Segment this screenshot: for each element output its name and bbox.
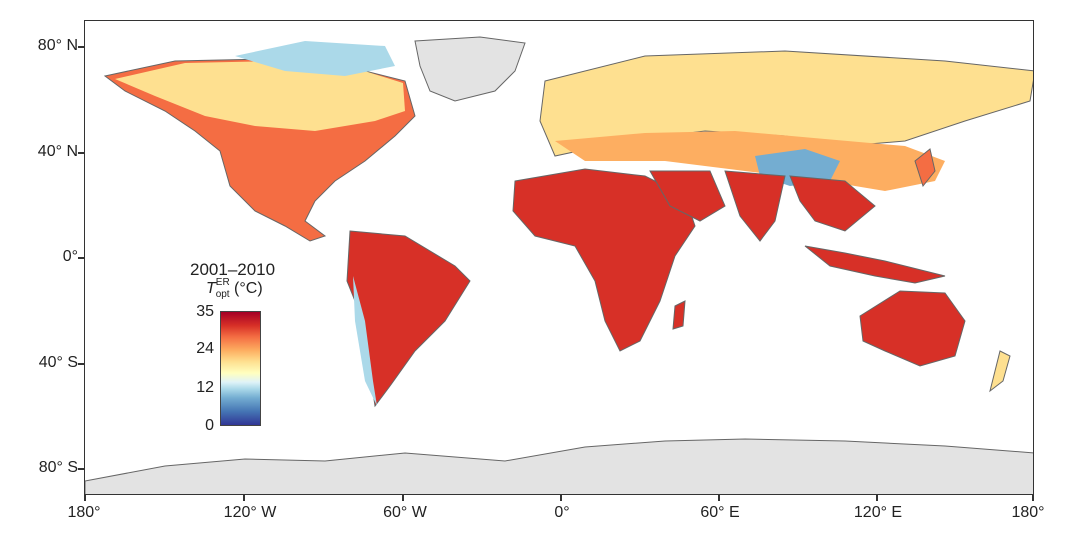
new-zealand [989,350,1011,393]
lon-label: 60° E [700,504,740,521]
colorbar-tick-label: 12 [196,379,214,396]
lon-tick [84,495,86,501]
lat-tick [78,152,84,154]
world-map [85,36,1033,494]
lon-tick [560,495,562,501]
madagascar [672,300,686,330]
indonesia [804,245,946,284]
lon-tick [876,495,878,501]
southeast-asia [789,175,876,232]
lat-label: 80° S [38,459,78,476]
legend-var-subscript: opt [215,289,230,300]
lon-tick [718,495,720,501]
map-frame [84,20,1034,495]
lat-label: 0° [62,248,78,265]
colorbar-tick-label: 0 [205,417,214,434]
arabia [649,170,726,222]
lon-label: 120° E [853,504,903,521]
antarctica [85,438,1033,494]
india [724,170,786,242]
legend-title: 2001–2010 [190,260,276,279]
canadian-arctic [235,41,395,76]
colorbar [220,311,261,426]
lat-tick [78,468,84,470]
colorbar-tick-label: 24 [196,340,214,357]
lon-tick [1032,495,1034,501]
andes [353,276,377,406]
legend-var-superscript: ER [215,277,230,288]
colorbar-tick-label: 35 [196,303,214,320]
japan [914,148,936,188]
lon-label: 180° [67,504,101,521]
lat-tick [78,46,84,48]
legend-var-unit: (°C) [229,280,263,297]
lon-label: 60° W [383,504,427,521]
australia [859,290,966,367]
eurasia-mid [555,131,945,191]
legend-variable: TERopt (°C) [206,277,263,300]
lat-label: 80° N [37,37,78,54]
lon-label: 180° [1011,504,1045,521]
greenland [414,36,526,102]
lat-tick [78,363,84,365]
north-america-north [115,61,405,131]
lon-tick [402,495,404,501]
lat-tick [78,257,84,259]
lon-tick [243,495,245,501]
legend-var-symbol: T [206,280,216,297]
lat-label: 40° N [37,143,78,160]
lat-label: 40° S [38,354,78,371]
lon-label: 120° W [223,504,277,521]
lon-label: 0° [554,504,570,521]
